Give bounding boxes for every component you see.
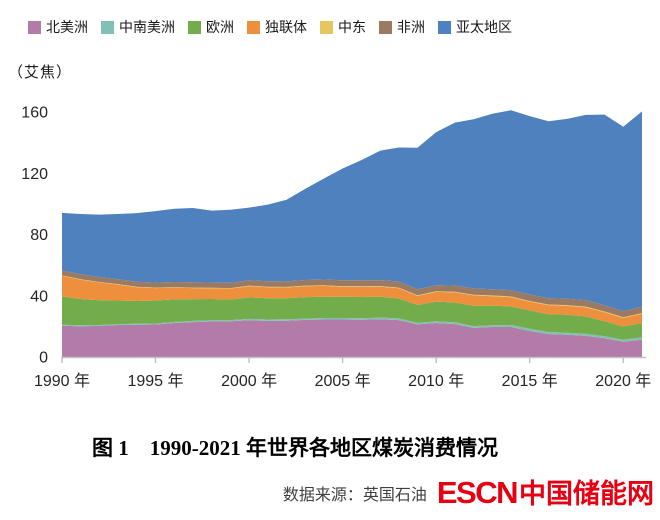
legend-label: 独联体 (265, 19, 307, 35)
x-tick-label: 2020 年 (595, 372, 651, 390)
x-tick-label: 2010 年 (408, 372, 464, 390)
y-tick-label: 80 (30, 227, 48, 244)
data-source-label: 数据来源：英国石油 (282, 486, 427, 504)
escn-logo: ESCN 中国储能网 (437, 477, 654, 508)
stacked-area-chart: 1990 年 1995 年 2000 年 2005 年 2010 年 2015 年 2020… (21, 105, 651, 391)
legend-item-central-south-america: 中南美洲 (101, 17, 175, 37)
escn-logo-en: ESCN (436, 475, 519, 510)
legend-item-africa: 非洲 (379, 17, 425, 37)
legend-swatch-north-america (28, 20, 41, 34)
x-tick-label: 2000 年 (221, 372, 277, 390)
legend-label: 中南美洲 (119, 19, 175, 35)
figure-caption: 图 1 1990-2021 年世界各地区煤炭消费情况 (92, 436, 498, 460)
legend-item-cis: 独联体 (247, 17, 307, 37)
area-africa (62, 270, 642, 318)
area-asia-pacific (62, 110, 642, 312)
area-central-south-america (62, 317, 642, 342)
x-tick-label: 1995 年 (127, 372, 183, 390)
area-europe (62, 296, 642, 340)
legend-item-asia-pacific: 亚太地区 (438, 17, 512, 37)
x-tick-label: 1990 年 (34, 372, 90, 390)
legend-swatch-europe (188, 20, 201, 34)
area-cis (62, 275, 642, 327)
legend-label: 亚太地区 (456, 19, 512, 35)
chart-legend: 北美洲 中南美洲 欧洲 独联体 中东 非洲 亚太地区 (28, 17, 512, 37)
legend-swatch-africa (379, 20, 392, 34)
y-tick-label: 40 (30, 288, 48, 305)
legend-swatch-asia-pacific (438, 20, 451, 34)
x-tick-label: 2015 年 (502, 372, 558, 390)
legend-swatch-central-south-america (101, 20, 114, 34)
legend-label: 欧洲 (206, 19, 234, 35)
legend-label: 北美洲 (46, 19, 88, 35)
legend-swatch-cis (247, 20, 260, 34)
y-tick-label: 0 (39, 350, 48, 367)
x-tick-label: 2005 年 (315, 372, 371, 390)
legend-item-north-america: 北美洲 (28, 17, 88, 37)
legend-item-middle-east: 中东 (320, 17, 366, 37)
y-tick-label: 120 (21, 166, 48, 183)
legend-swatch-middle-east (320, 20, 333, 34)
escn-logo-cn: 中国储能网 (519, 479, 654, 509)
source-row: 数据来源：英国石油 ESCN 中国储能网 (283, 477, 654, 508)
y-tick-label: 160 (21, 105, 48, 122)
legend-item-europe: 欧洲 (188, 17, 234, 37)
area-north-america (62, 319, 642, 357)
legend-label: 非洲 (397, 19, 425, 35)
legend-label: 中东 (338, 19, 366, 35)
y-axis-unit-label: （艾焦） (8, 65, 73, 81)
